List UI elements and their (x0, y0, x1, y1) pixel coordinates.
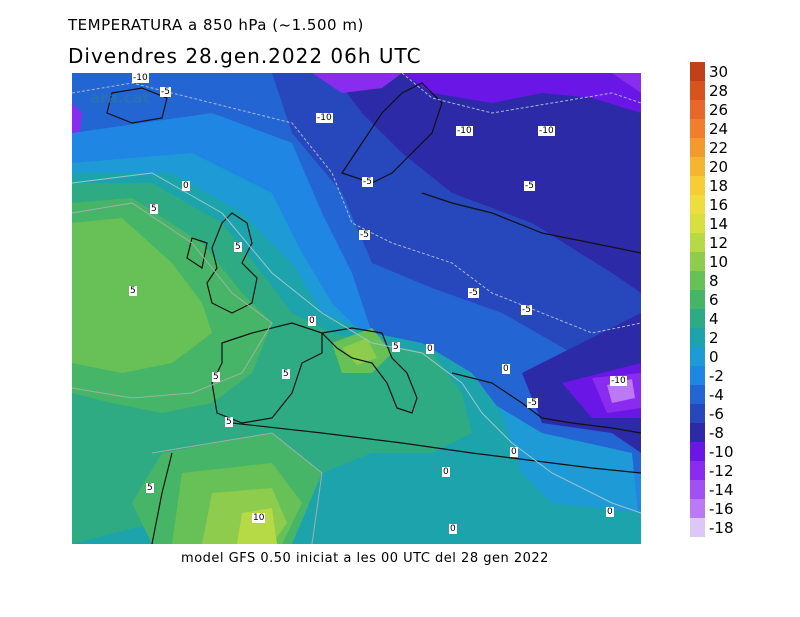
legend-swatch (690, 233, 705, 252)
contour-label: -10 (538, 126, 555, 136)
contour-label: 0 (606, 507, 614, 517)
legend-swatch (690, 499, 705, 518)
chart-title: TEMPERATURA a 850 hPa (~1.500 m) (68, 16, 364, 34)
legend-swatch (690, 328, 705, 347)
legend-swatch (690, 62, 705, 81)
contour-label: 5 (129, 286, 137, 296)
contour-label: 0 (442, 467, 450, 477)
legend-swatch (690, 347, 705, 366)
legend-label: 30 (709, 63, 729, 81)
legend-swatch (690, 518, 705, 537)
contour-label: 0 (182, 181, 190, 191)
contour-label: -5 (359, 230, 370, 240)
legend-swatch (690, 366, 705, 385)
legend-label: 8 (709, 272, 719, 290)
contour-label: 5 (234, 242, 242, 252)
legend-swatch (690, 309, 705, 328)
contour-label: 0 (510, 447, 518, 457)
legend-label: 14 (709, 215, 729, 233)
legend-label: 18 (709, 177, 729, 195)
contour-label: -5 (527, 398, 538, 408)
legend-label: 6 (709, 291, 719, 309)
legend-label: 26 (709, 101, 729, 119)
legend-swatch (690, 138, 705, 157)
watermark: ara.cat (90, 89, 150, 107)
legend-swatch (690, 385, 705, 404)
legend-label: 12 (709, 234, 729, 252)
legend-swatch (690, 461, 705, 480)
legend-label: -6 (709, 405, 724, 423)
legend-swatch (690, 290, 705, 309)
legend-swatch (690, 119, 705, 138)
legend-label: 4 (709, 310, 719, 328)
contour-label: 0 (502, 364, 510, 374)
legend-label: -4 (709, 386, 724, 404)
contour-label: -5 (362, 177, 373, 187)
contour-label: -10 (316, 113, 333, 123)
legend-label: -18 (709, 519, 734, 537)
legend-swatch (690, 252, 705, 271)
model-info: model GFS 0.50 iniciat a les 00 UTC del … (181, 551, 549, 566)
legend-label: -16 (709, 500, 734, 518)
legend-label: 2 (709, 329, 719, 347)
contour-label: -5 (521, 305, 532, 315)
map-canvas (72, 73, 641, 544)
legend-label: 16 (709, 196, 729, 214)
legend-label: 0 (709, 348, 719, 366)
legend-label: -10 (709, 443, 734, 461)
contour-label: 10 (252, 513, 266, 523)
legend-swatch (690, 271, 705, 290)
contour-label: -5 (160, 87, 171, 97)
legend-label: 28 (709, 82, 729, 100)
contour-label: -10 (610, 376, 627, 386)
legend-label: -12 (709, 462, 734, 480)
contour-label: 5 (212, 372, 220, 382)
contour-label: 0 (426, 344, 434, 354)
contour-label: -10 (456, 126, 473, 136)
color-legend: 30 28 26 24 22 20 18 16 14 12 10 8 6 4 2 0 -2 -4 -6 -8 -10 -1… (690, 62, 760, 558)
contour-label: 5 (282, 369, 290, 379)
legend-swatch (690, 423, 705, 442)
legend-swatch (690, 81, 705, 100)
legend-label: 22 (709, 139, 729, 157)
contour-label: -5 (524, 181, 535, 191)
legend-label: 20 (709, 158, 729, 176)
contour-label: -5 (468, 288, 479, 298)
legend-swatch (690, 176, 705, 195)
contour-label: 0 (308, 316, 316, 326)
legend-label: -2 (709, 367, 724, 385)
contour-label: 5 (225, 417, 233, 427)
legend-swatch (690, 214, 705, 233)
legend-label: 10 (709, 253, 729, 271)
contour-label: 5 (146, 483, 154, 493)
legend-swatch (690, 442, 705, 461)
legend-label: -8 (709, 424, 724, 442)
legend-label: -14 (709, 481, 734, 499)
contour-label: 0 (449, 524, 457, 534)
contour-label: -10 (132, 73, 149, 83)
legend-swatch (690, 100, 705, 119)
chart-subtitle: Divendres 28.gen.2022 06h UTC (68, 44, 422, 68)
legend-label: 24 (709, 120, 729, 138)
legend-swatch (690, 480, 705, 499)
contour-label: 5 (392, 342, 400, 352)
legend-swatch (690, 404, 705, 423)
temperature-map: ara.cat -10 -10 -10 -10 -10 -5 -5 -5 -5 … (72, 73, 641, 544)
legend-swatch (690, 195, 705, 214)
legend-swatch (690, 157, 705, 176)
contour-label: 5 (150, 204, 158, 214)
